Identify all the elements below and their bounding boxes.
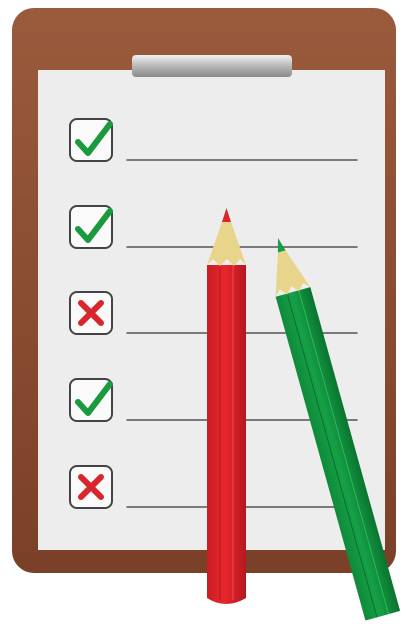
page: (() => { const data = JSON.parse(documen… [0, 0, 409, 626]
red-pencil [207, 208, 246, 604]
pencil-body [207, 265, 246, 604]
clipboard-illustration [0, 0, 409, 626]
clip [132, 55, 292, 77]
